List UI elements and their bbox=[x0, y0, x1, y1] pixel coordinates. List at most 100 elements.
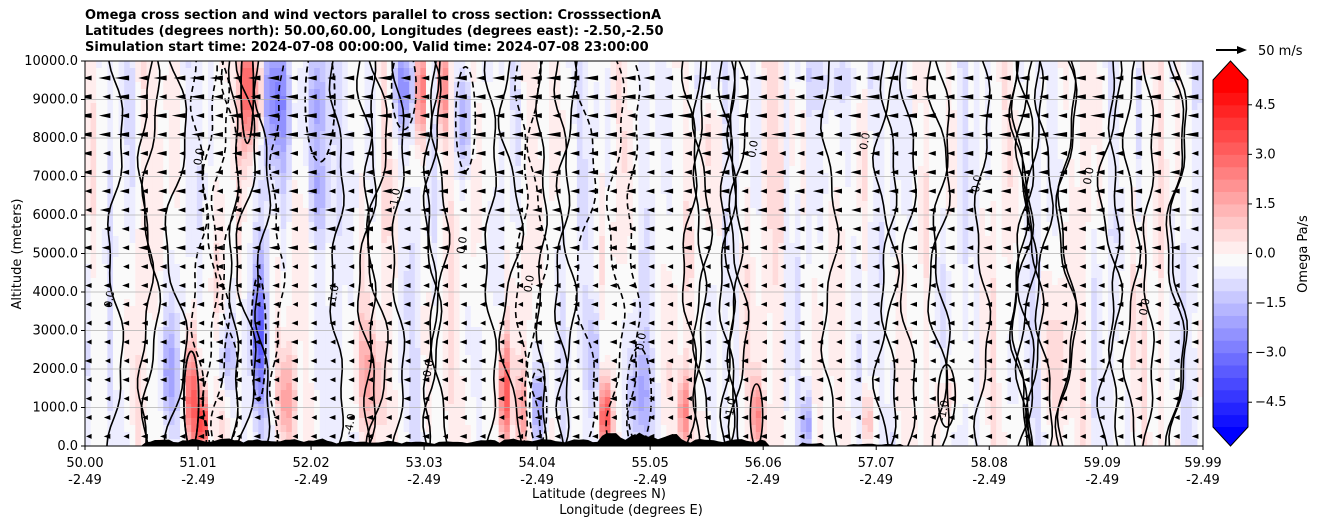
omega-cell bbox=[241, 110, 248, 118]
omega-cell bbox=[856, 82, 863, 90]
omega-cell bbox=[263, 187, 271, 195]
omega-cell bbox=[588, 82, 595, 90]
omega-cell bbox=[627, 152, 634, 160]
omega-cell bbox=[1152, 138, 1159, 146]
omega-cell bbox=[996, 138, 1003, 146]
omega-cell bbox=[822, 187, 830, 195]
omega-cell bbox=[85, 159, 92, 167]
omega-cell bbox=[1029, 103, 1036, 111]
omega-cell bbox=[498, 194, 505, 202]
omega-cell bbox=[409, 180, 416, 188]
omega-cell bbox=[683, 166, 690, 174]
omega-cell bbox=[683, 229, 690, 237]
omega-cell bbox=[588, 159, 595, 167]
omega-cell bbox=[1080, 208, 1087, 216]
omega-cell bbox=[135, 61, 142, 69]
omega-cell bbox=[403, 215, 410, 223]
omega-cell bbox=[1158, 187, 1165, 195]
omega-cell bbox=[895, 152, 902, 160]
omega-cell bbox=[671, 61, 679, 69]
omega-cell bbox=[526, 117, 533, 125]
omega-cell bbox=[744, 68, 751, 76]
omega-cell bbox=[862, 187, 869, 195]
omega-cell bbox=[1186, 194, 1193, 202]
omega-cell bbox=[1035, 145, 1042, 153]
omega-cell bbox=[834, 68, 841, 76]
omega-cell bbox=[895, 159, 902, 167]
omega-cell bbox=[493, 145, 500, 153]
omega-cell bbox=[124, 201, 131, 209]
omega-cell bbox=[537, 229, 544, 237]
omega-cell bbox=[878, 103, 885, 111]
omega-cell bbox=[543, 124, 550, 132]
omega-cell bbox=[347, 194, 354, 202]
omega-cell bbox=[353, 124, 360, 132]
omega-cell bbox=[1147, 166, 1154, 174]
omega-cell bbox=[247, 166, 254, 174]
omega-cell bbox=[168, 124, 176, 132]
omega-cell bbox=[308, 82, 315, 90]
omega-cell bbox=[532, 222, 539, 230]
omega-cell bbox=[705, 194, 712, 202]
omega-cell bbox=[1102, 194, 1109, 202]
omega-cell bbox=[789, 201, 796, 209]
omega-cell bbox=[783, 145, 790, 153]
omega-cell bbox=[873, 145, 880, 153]
omega-cell bbox=[889, 117, 897, 125]
omega-cell bbox=[711, 215, 718, 223]
omega-cell bbox=[1130, 229, 1137, 237]
omega-cell bbox=[398, 103, 405, 111]
omega-cell bbox=[655, 75, 662, 83]
omega-cell bbox=[694, 82, 701, 90]
omega-cell bbox=[386, 180, 394, 188]
omega-cell bbox=[124, 138, 131, 146]
omega-cell bbox=[917, 222, 925, 230]
omega-cell bbox=[1124, 180, 1131, 188]
omega-cell bbox=[845, 117, 852, 125]
omega-cell bbox=[660, 68, 667, 76]
omega-cell bbox=[979, 194, 986, 202]
omega-cell bbox=[420, 103, 427, 111]
omega-cell bbox=[431, 159, 438, 167]
omega-cell bbox=[476, 180, 483, 188]
omega-cell bbox=[565, 110, 572, 118]
omega-cell bbox=[1040, 166, 1048, 174]
omega-cell bbox=[755, 180, 762, 188]
omega-cell bbox=[834, 229, 841, 237]
omega-cell bbox=[588, 145, 595, 153]
omega-cell bbox=[1191, 103, 1199, 111]
omega-cell bbox=[381, 82, 388, 90]
omega-cell bbox=[308, 110, 315, 118]
omega-cell bbox=[750, 103, 757, 111]
omega-cell bbox=[342, 75, 349, 83]
omega-cell bbox=[336, 222, 343, 230]
omega-cell bbox=[157, 124, 164, 132]
omega-cell bbox=[140, 103, 148, 111]
omega-cell bbox=[1080, 117, 1087, 125]
omega-cell bbox=[291, 138, 299, 146]
omega-cell bbox=[1113, 229, 1120, 237]
omega-cell bbox=[336, 75, 343, 83]
omega-cell bbox=[789, 180, 796, 188]
omega-cell bbox=[839, 194, 846, 202]
omega-cell bbox=[409, 110, 416, 118]
omega-cell bbox=[655, 68, 662, 76]
omega-cell bbox=[834, 103, 841, 111]
omega-cell bbox=[425, 89, 433, 97]
omega-cell bbox=[688, 159, 695, 167]
omega-cell bbox=[940, 117, 947, 125]
omega-cell bbox=[375, 61, 382, 69]
omega-cell bbox=[504, 131, 511, 139]
omega-cell bbox=[107, 166, 114, 174]
omega-cell bbox=[157, 215, 164, 223]
omega-cell bbox=[884, 110, 891, 118]
omega-cell bbox=[364, 82, 371, 90]
omega-cell bbox=[157, 110, 164, 118]
omega-cell bbox=[319, 89, 326, 97]
omega-cell bbox=[308, 201, 315, 209]
omega-cell bbox=[632, 110, 640, 118]
omega-cell bbox=[794, 166, 802, 174]
omega-cell bbox=[1052, 215, 1059, 223]
omega-cell bbox=[906, 110, 913, 118]
omega-cell bbox=[632, 159, 640, 167]
